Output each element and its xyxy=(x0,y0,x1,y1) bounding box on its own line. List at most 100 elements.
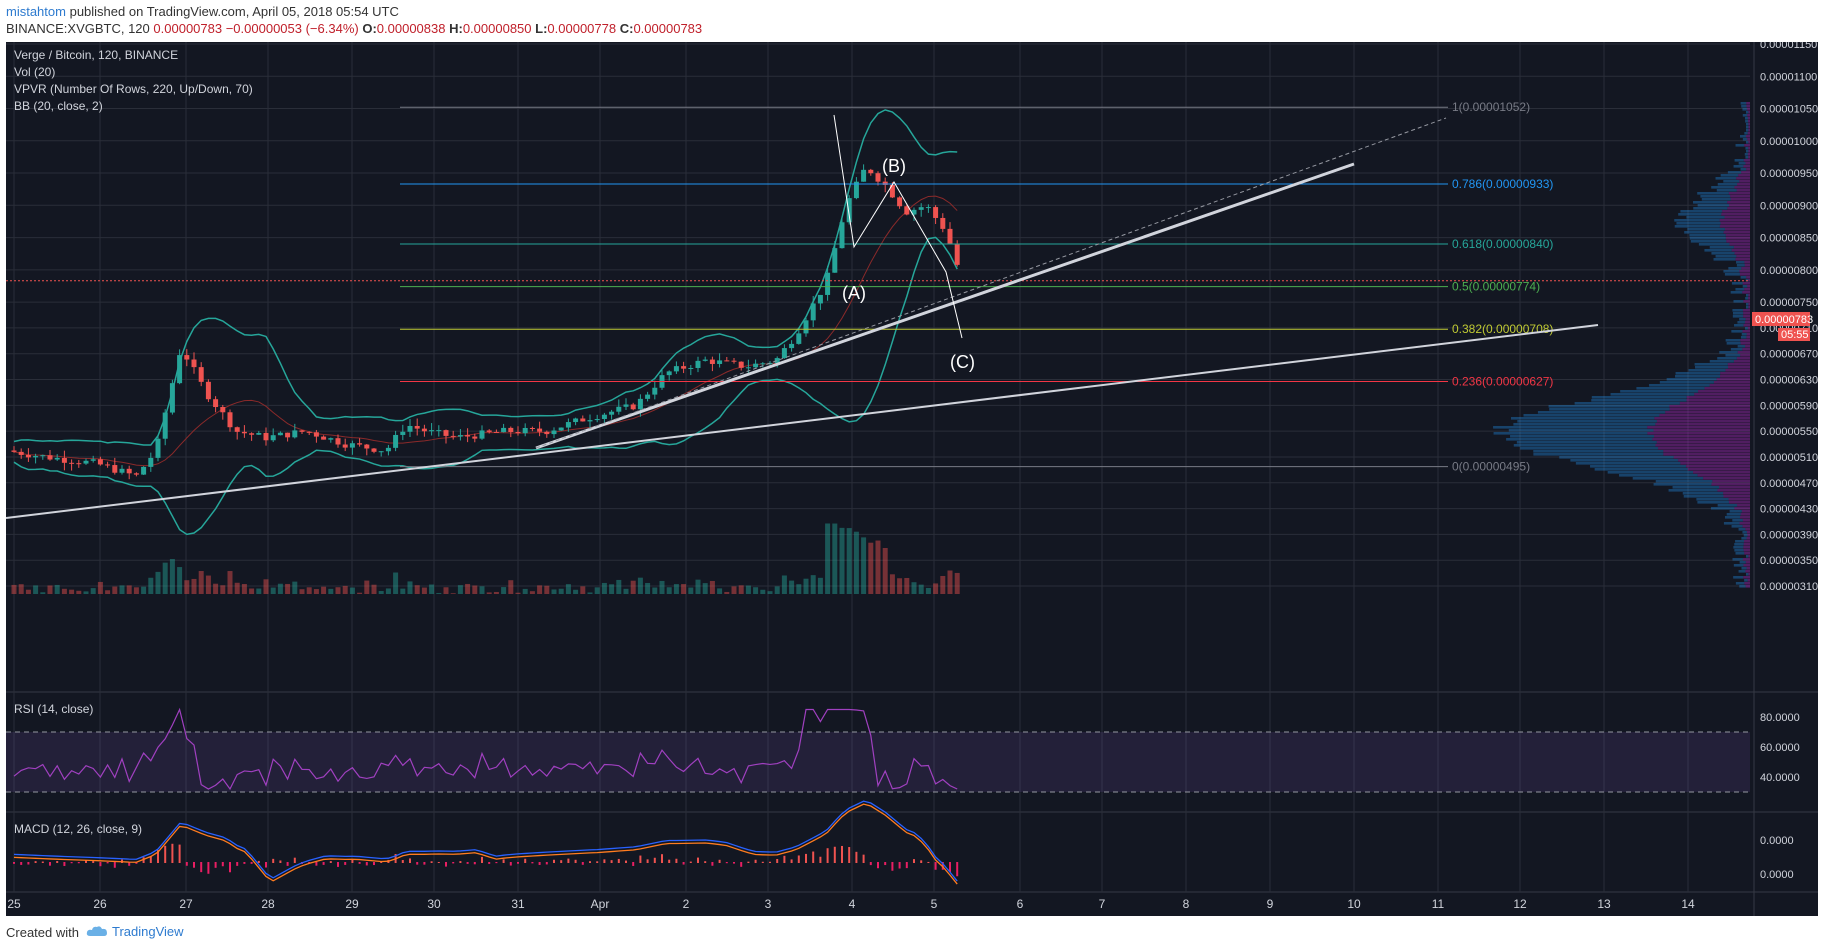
vpvr-down xyxy=(1723,495,1750,498)
vpvr-up xyxy=(1734,159,1744,162)
candle-body xyxy=(738,361,744,368)
trend-lines[interactable] xyxy=(6,114,1599,519)
candle-body xyxy=(141,466,147,475)
macd-histogram-bar xyxy=(308,862,311,864)
candle-body xyxy=(594,418,600,421)
chart-area[interactable]: 1(0.00001052) 0.786(0.00000933) 0.618(0.00… xyxy=(6,42,1818,916)
vpvr-up xyxy=(1688,369,1726,372)
vpvr-up xyxy=(1632,477,1704,480)
vpvr-down xyxy=(1747,579,1750,582)
volume-bar xyxy=(688,587,694,594)
x-tick-label: 28 xyxy=(261,897,275,911)
candlestick-series xyxy=(11,164,960,480)
vpvr-up xyxy=(1744,153,1748,156)
wave-label-b: (B) xyxy=(882,156,906,176)
candle-body xyxy=(508,427,514,433)
vpvr-up xyxy=(1713,258,1736,261)
signal-line xyxy=(13,803,958,885)
macd-histogram-bar xyxy=(106,862,109,864)
vpvr-down xyxy=(1744,582,1750,585)
vpvr-up xyxy=(1709,360,1734,363)
macd-histogram-bar xyxy=(250,862,253,864)
volume-bar xyxy=(889,574,895,594)
volume-bar xyxy=(817,577,823,594)
vpvr-down xyxy=(1720,372,1750,375)
vpvr-up xyxy=(1693,207,1728,210)
price-badge: 0.00000783 xyxy=(1755,314,1813,326)
candle-body xyxy=(918,207,924,210)
candle-body xyxy=(148,457,154,467)
volume-bar xyxy=(249,588,255,594)
macd-histogram-bar xyxy=(639,855,642,863)
candle-body xyxy=(357,443,363,445)
vpvr-down xyxy=(1746,102,1750,105)
x-tick-label: 25 xyxy=(7,897,21,911)
vpvr-up xyxy=(1735,552,1745,555)
x-tick-label: 6 xyxy=(1017,897,1024,911)
vpvr-up xyxy=(1727,171,1742,174)
fib-label: 0.5(0.00000774) xyxy=(1452,280,1540,294)
macd-histogram-bar xyxy=(589,861,591,863)
countdown-badge-bg xyxy=(1778,328,1810,341)
vpvr-down xyxy=(1733,246,1750,249)
vpvr-up xyxy=(1735,144,1745,147)
vpvr-down xyxy=(1743,159,1750,162)
vpvr-up xyxy=(1720,174,1739,177)
vpvr-up xyxy=(1709,246,1734,249)
vpvr-down xyxy=(1748,573,1750,576)
volume-bar xyxy=(299,589,305,594)
volume-bar xyxy=(760,589,766,594)
macd-histogram-bar xyxy=(243,862,246,864)
vpvr-up xyxy=(1668,489,1718,492)
macd-histogram-bar xyxy=(149,856,152,863)
y-tick-label: 0.00000750 xyxy=(1760,297,1818,309)
macd-histogram-bar xyxy=(365,862,368,866)
candle-body xyxy=(299,430,305,432)
y-tick-label: 0.00001100 xyxy=(1760,71,1817,83)
candle-body xyxy=(83,460,89,464)
candle-body xyxy=(97,459,103,465)
volume-bar xyxy=(659,580,665,594)
y-tick-label: 0.00000310 xyxy=(1760,581,1818,593)
vpvr-up xyxy=(1746,150,1749,153)
y-tick-label: 0.00001000 xyxy=(1760,136,1818,148)
last-price: 0.00000783 xyxy=(153,21,223,36)
y-tick-label: 0.00000430 xyxy=(1760,504,1818,516)
candle-body xyxy=(205,381,211,400)
volume-bar xyxy=(378,591,384,594)
author-link[interactable]: mistahtom xyxy=(6,4,66,19)
volume-bar xyxy=(587,592,593,594)
symbol-label: BINANCE:XVGBTC, 120 xyxy=(6,21,150,36)
vpvr-down xyxy=(1721,213,1750,216)
fib-label: 0.236(0.00000627) xyxy=(1452,374,1553,388)
volume-bar xyxy=(443,587,449,594)
macd-histogram-bar xyxy=(718,859,721,863)
volume-bar xyxy=(61,588,67,594)
macd-histogram-bar xyxy=(315,862,318,866)
vpvr-down xyxy=(1747,114,1750,117)
vpvr-down xyxy=(1741,171,1750,174)
vpvr-down xyxy=(1742,348,1750,351)
vpvr-up xyxy=(1742,108,1747,111)
vpvr-up xyxy=(1694,363,1728,366)
vpvr-up xyxy=(1715,255,1737,258)
vpvr-down xyxy=(1647,426,1750,429)
macd-histogram-bar xyxy=(293,857,296,863)
candle-body xyxy=(781,348,787,359)
legend-macd: MACD (12, 26, close, 9) xyxy=(14,822,142,836)
vpvr-down xyxy=(1743,312,1750,315)
vpvr-up xyxy=(1636,387,1705,390)
macd-histogram-bar xyxy=(63,862,66,867)
candle-body xyxy=(47,455,53,460)
vpvr-up xyxy=(1590,465,1687,468)
vpvr-down xyxy=(1727,207,1750,210)
candle-body xyxy=(184,355,190,360)
vpvr-down xyxy=(1728,192,1750,195)
vpvr-up xyxy=(1743,534,1748,537)
candle-body xyxy=(400,431,406,435)
vpvr-up xyxy=(1533,453,1664,456)
candle-body xyxy=(861,169,867,182)
chart-svg[interactable]: 1(0.00001052) 0.786(0.00000933) 0.618(0.00… xyxy=(6,42,1818,916)
candle-body xyxy=(817,294,823,304)
tradingview-link[interactable]: TradingView xyxy=(86,924,184,939)
